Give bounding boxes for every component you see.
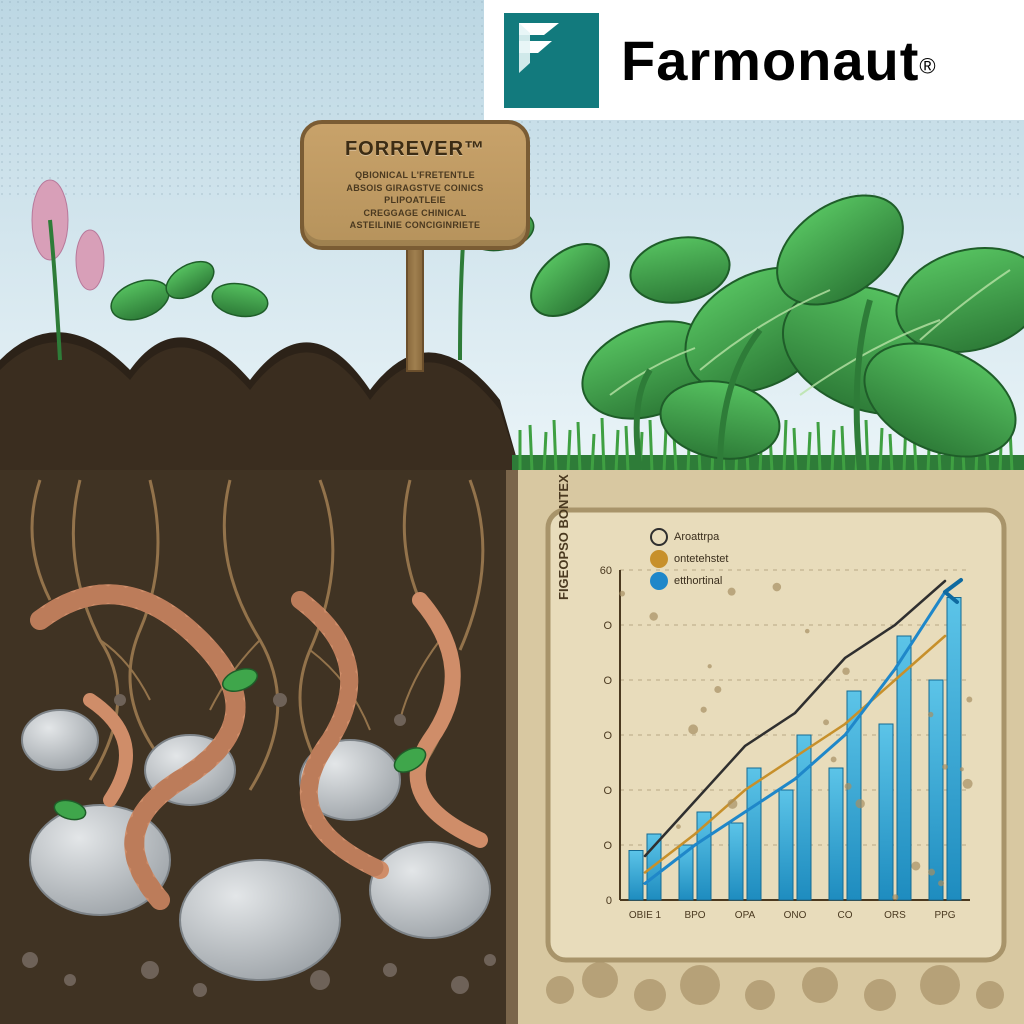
wooden-sign: FORREVER™ QBIONICAL L'FRETENTLE ABSOIS G… xyxy=(300,120,530,280)
brand-name: Farmonaut xyxy=(621,29,919,92)
svg-text:60: 60 xyxy=(600,565,612,577)
brand-logo-icon xyxy=(504,13,599,108)
sign-line: PLIPOATLEIE xyxy=(312,194,518,207)
sign-line: ASTEILINIE CONCIGINRIETE xyxy=(312,219,518,232)
soil-chart: FIGEOPSO BONTEX Aroattrpa ontetehstet et… xyxy=(560,520,990,950)
sign-line: CREGGAGE CHINICAL xyxy=(312,207,518,220)
sign-title: FORREVER™ xyxy=(312,138,518,161)
sign-post xyxy=(406,250,424,372)
svg-text:0: 0 xyxy=(606,895,612,907)
svg-text:O: O xyxy=(603,785,612,797)
svg-text:O: O xyxy=(603,675,612,687)
registered-symbol: ® xyxy=(919,53,935,78)
svg-text:BPO: BPO xyxy=(684,910,705,921)
brand-header: Farmonaut® xyxy=(484,0,1024,120)
chart-svg: 0 O O O O O 60 OBIE 1 BPO OPA ONO CO ORS PPG xyxy=(560,520,990,950)
svg-text:O: O xyxy=(603,840,612,852)
svg-text:ONO: ONO xyxy=(784,910,807,921)
svg-text:O: O xyxy=(603,620,612,632)
svg-text:OBIE 1: OBIE 1 xyxy=(629,910,662,921)
svg-text:ORS: ORS xyxy=(884,910,906,921)
sign-line: ABSOIS GIRAGSTVE COINICS xyxy=(312,182,518,195)
svg-text:CO: CO xyxy=(838,910,853,921)
sign-line: QBIONICAL L'FRETENTLE xyxy=(312,169,518,182)
svg-text:O: O xyxy=(603,730,612,742)
svg-text:PPG: PPG xyxy=(934,910,955,921)
svg-text:OPA: OPA xyxy=(735,910,756,921)
